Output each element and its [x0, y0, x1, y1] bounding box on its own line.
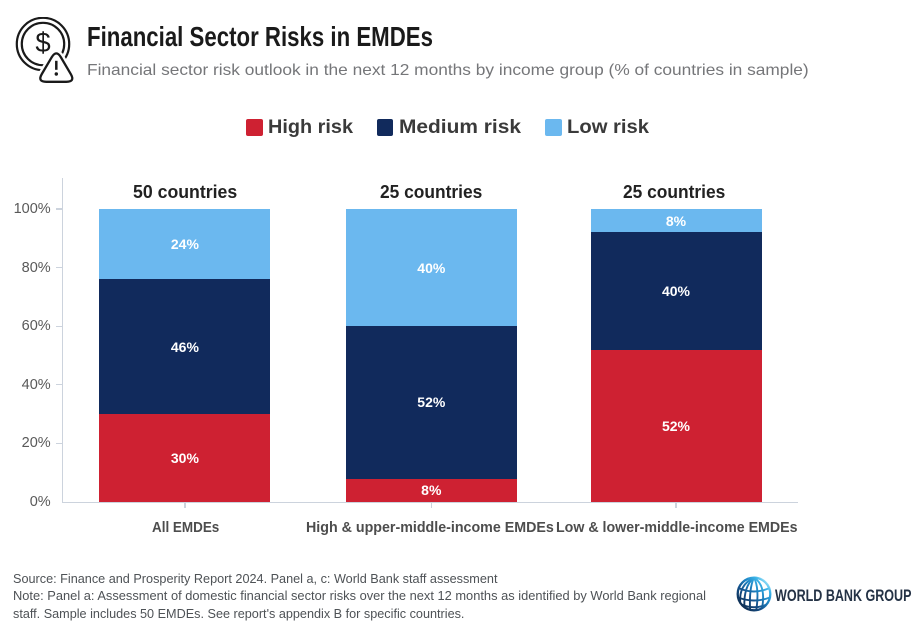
- svg-text:$: $: [35, 27, 50, 58]
